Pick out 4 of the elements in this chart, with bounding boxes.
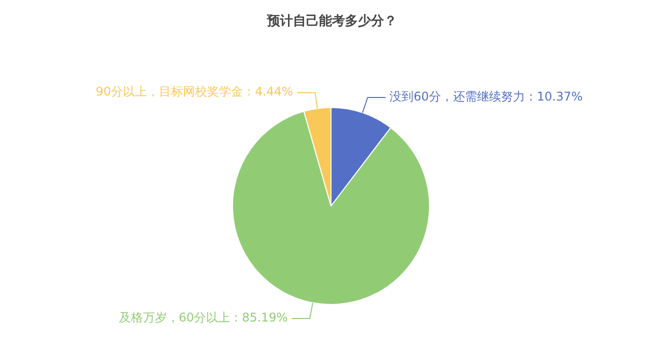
slice-label: 没到60分，还需继续努力：10.37%	[390, 90, 583, 104]
slice-label: 及格万岁，60分以上：85.19%	[118, 310, 288, 325]
chart-title: 预计自己能考多少分？	[266, 13, 398, 30]
slice-label: 90分以上，目标网校奖学金：4.44%	[96, 84, 294, 99]
